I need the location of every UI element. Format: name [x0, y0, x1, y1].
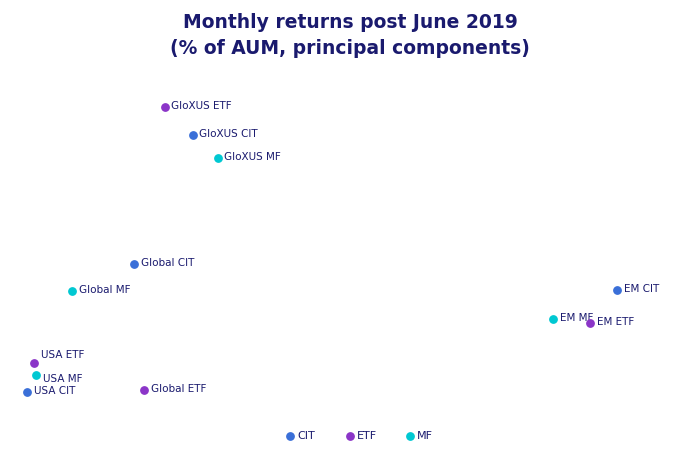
Point [405, 432, 416, 439]
Text: Monthly returns post June 2019: Monthly returns post June 2019 [183, 13, 517, 31]
Point [284, 432, 295, 439]
Text: CIT: CIT [297, 431, 315, 441]
Text: MF: MF [417, 431, 433, 441]
Text: (% of AUM, principal components): (% of AUM, principal components) [170, 39, 530, 58]
Text: EM ETF: EM ETF [597, 317, 634, 327]
Text: EM CIT: EM CIT [624, 284, 659, 294]
Text: Global MF: Global MF [79, 285, 130, 295]
Text: ETF: ETF [357, 431, 377, 441]
Point [139, 386, 150, 394]
Point [22, 388, 33, 395]
Point [584, 319, 596, 326]
Point [547, 316, 559, 323]
Point [128, 260, 139, 267]
Text: EM MF: EM MF [560, 313, 594, 323]
Text: GloXUS ETF: GloXUS ETF [171, 101, 232, 111]
Text: USA ETF: USA ETF [41, 350, 85, 360]
Text: Global CIT: Global CIT [141, 258, 195, 268]
Point [611, 286, 622, 294]
Point [212, 154, 223, 162]
Point [29, 360, 40, 367]
Text: Global ETF: Global ETF [151, 384, 206, 394]
Point [30, 371, 41, 379]
Point [160, 104, 171, 111]
Text: USA CIT: USA CIT [34, 386, 76, 396]
Text: GloXUS CIT: GloXUS CIT [199, 129, 258, 139]
Text: GloXUS MF: GloXUS MF [224, 152, 281, 162]
Text: USA MF: USA MF [43, 374, 83, 384]
Point [344, 432, 356, 439]
Point [66, 287, 78, 295]
Point [188, 131, 199, 138]
